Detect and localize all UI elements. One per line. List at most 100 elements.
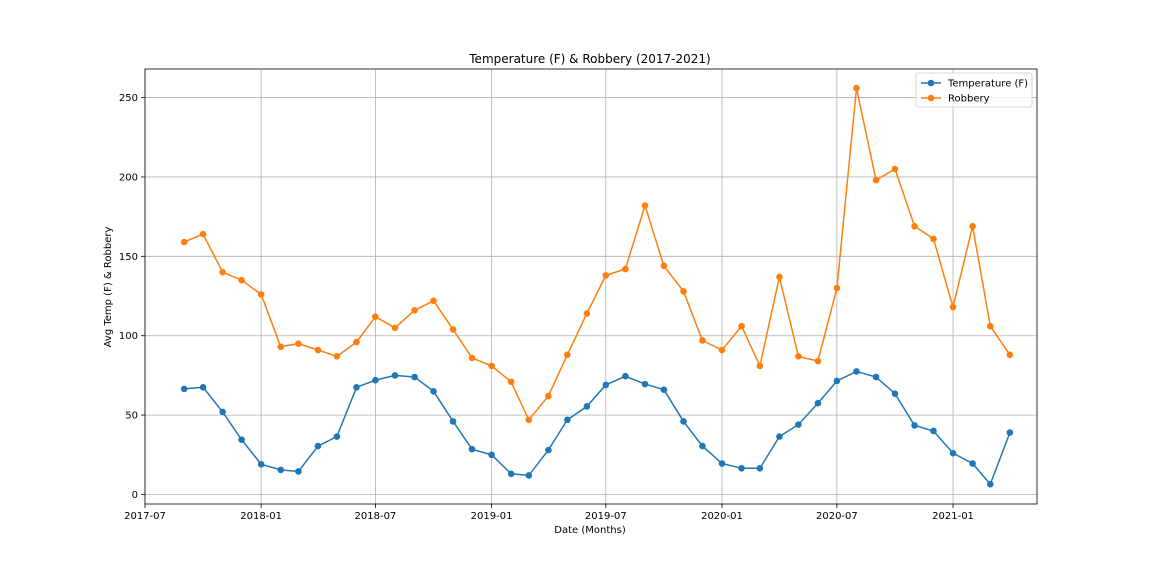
data-point: [411, 373, 418, 381]
chart-title: Temperature (F) & Robbery (2017-2021): [468, 52, 710, 66]
data-point: [699, 442, 706, 450]
data-point: [872, 176, 880, 184]
data-point: [969, 460, 976, 467]
data-point: [411, 307, 418, 314]
data-point: [680, 418, 687, 425]
data-point: [718, 460, 726, 467]
x-tick-label: 2019-07: [585, 511, 627, 522]
data-point: [199, 230, 207, 238]
series-line: [183, 87, 1011, 422]
y-tick-label: 50: [125, 411, 138, 422]
legend-box: [915, 72, 1033, 108]
data-point: [353, 338, 360, 346]
x-tick-label: 2018-07: [355, 511, 397, 522]
data-point: [814, 399, 822, 407]
y-tick-label: 0: [132, 490, 138, 501]
data-point: [545, 446, 552, 454]
data-point: [430, 387, 437, 395]
data-point: [1006, 429, 1014, 436]
data-point: [680, 287, 687, 295]
data-point: [833, 377, 841, 385]
data-point: [699, 337, 706, 344]
data-point: [545, 392, 552, 400]
data-point: [238, 276, 245, 284]
data-point: [872, 373, 880, 381]
data-point: [391, 324, 399, 332]
y-tick-label: 150: [119, 252, 138, 263]
data-point: [488, 451, 495, 459]
data-point: [295, 340, 302, 347]
data-point: [738, 464, 745, 472]
data-point: [911, 222, 918, 230]
data-point: [602, 381, 610, 389]
x-tick-label: 2017-07: [124, 511, 166, 522]
data-point: [718, 346, 726, 354]
data-point: [949, 303, 957, 311]
data-point: [333, 433, 341, 440]
data-point: [564, 351, 571, 359]
data-point: [449, 418, 457, 425]
legend-label: Robbery: [948, 94, 990, 105]
data-point: [1006, 351, 1014, 359]
data-point: [353, 384, 360, 391]
data-point: [891, 165, 899, 173]
data-point: [525, 416, 533, 424]
plot-frame: [144, 68, 1038, 505]
data-point: [814, 357, 822, 365]
data-point: [833, 284, 841, 292]
data-point: [430, 297, 437, 305]
series-line: [184, 370, 1011, 486]
data-point: [986, 480, 994, 488]
legend-label: Temperature (F): [947, 79, 1028, 90]
data-point: [219, 408, 226, 416]
data-point: [776, 433, 783, 440]
data-point: [199, 384, 207, 391]
data-point: [756, 464, 764, 472]
data-point: [969, 222, 976, 230]
data-point: [930, 235, 937, 243]
y-tick-label: 100: [119, 331, 138, 342]
series-0: [180, 368, 1014, 488]
data-point: [795, 353, 802, 360]
data-point: [660, 386, 668, 393]
data-point: [372, 313, 379, 320]
data-point: [257, 461, 265, 468]
data-point: [853, 84, 860, 92]
data-point: [583, 403, 591, 410]
data-point: [602, 272, 610, 279]
series-layer: [180, 84, 1014, 488]
data-point: [468, 445, 476, 453]
data-point: [468, 354, 476, 362]
data-point: [391, 372, 399, 379]
x-tick-label: 2018-01: [240, 511, 282, 522]
data-point: [738, 322, 745, 330]
data-point: [583, 310, 591, 317]
y-tick-label: 200: [119, 172, 138, 183]
data-point: [238, 436, 245, 444]
data-point: [891, 390, 899, 397]
data-point: [641, 202, 649, 209]
data-point: [525, 472, 533, 479]
data-point: [295, 468, 302, 475]
data-point: [314, 346, 322, 354]
data-point: [949, 449, 957, 457]
x-tick-label: 2021-01: [932, 511, 974, 522]
data-point: [372, 376, 379, 384]
grid-lines: [144, 69, 1037, 504]
legend-marker: [927, 94, 935, 102]
data-point: [507, 378, 515, 386]
y-axis-label: Avg Temp (F) & Robbery: [103, 227, 114, 348]
data-point: [853, 368, 860, 375]
data-point: [449, 326, 457, 333]
data-point: [219, 268, 226, 276]
data-point: [277, 466, 285, 474]
series-1: [180, 84, 1014, 424]
data-point: [622, 265, 629, 273]
x-tick-label: 2020-01: [701, 511, 743, 522]
x-tick-label: 2020-07: [816, 511, 858, 522]
data-point: [986, 322, 994, 330]
x-tick-label: 2019-01: [471, 511, 513, 522]
data-point: [641, 380, 649, 388]
